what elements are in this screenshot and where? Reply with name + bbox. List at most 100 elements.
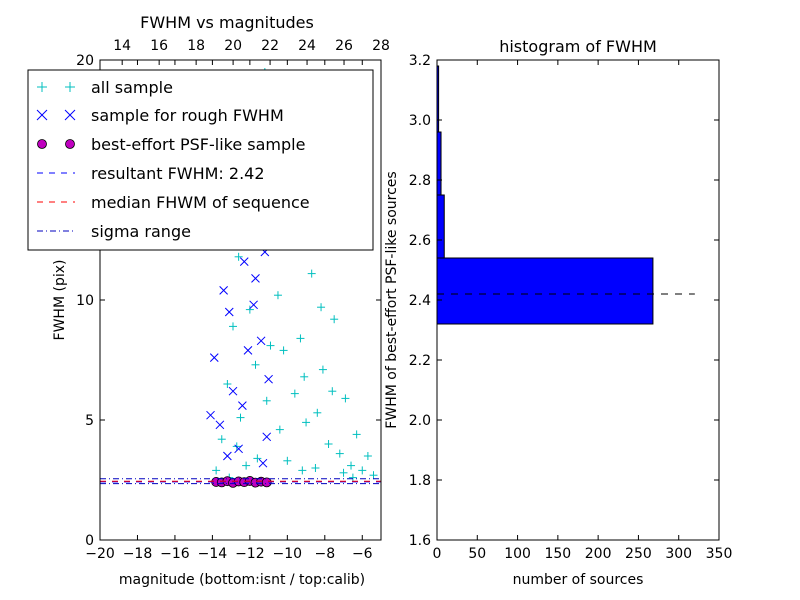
tick-label: 3.2 bbox=[409, 53, 431, 69]
histogram-bar bbox=[436, 194, 445, 259]
scatter-point bbox=[369, 471, 378, 480]
tick-label: −8 bbox=[314, 546, 335, 562]
scatter-point bbox=[348, 473, 357, 482]
histogram-panel: 0 50 100 150 200 250 300 350 1.6 1.8 2.0 2.2 2.4 2.6… bbox=[384, 37, 732, 588]
scatter-point bbox=[249, 300, 258, 310]
scatter-point bbox=[251, 360, 260, 369]
scatter-title: FWHM vs magnitudes bbox=[140, 13, 314, 32]
tick-label: 0 bbox=[85, 533, 94, 549]
tick-label: −14 bbox=[198, 546, 228, 562]
scatter-point bbox=[266, 341, 275, 350]
tick-label: −10 bbox=[273, 546, 303, 562]
legend-label: median FHWM of sequence bbox=[91, 193, 310, 212]
scatter-point bbox=[358, 466, 367, 475]
scatter-point bbox=[307, 269, 316, 278]
legend-item-rough-sample: sample for rough FWHM bbox=[36, 106, 284, 125]
scatter-y-label: FWHM (pix) bbox=[52, 260, 68, 341]
scatter-point bbox=[352, 430, 361, 439]
legend-label: sigma range bbox=[91, 222, 191, 241]
legend-label: sample for rough FWHM bbox=[91, 106, 284, 125]
tick-label: 2.2 bbox=[409, 353, 431, 369]
tick-label: 10 bbox=[76, 293, 94, 309]
scatter-point bbox=[339, 468, 348, 477]
tick-label: 3.0 bbox=[409, 113, 431, 129]
tick-label: 20 bbox=[76, 53, 94, 69]
scatter-point bbox=[236, 413, 245, 422]
scatter-point bbox=[206, 410, 215, 420]
scatter-point bbox=[258, 458, 268, 468]
tick-label: 0 bbox=[433, 546, 442, 562]
tick-label: 16 bbox=[150, 38, 168, 54]
scatter-point bbox=[275, 425, 284, 434]
scatter-point bbox=[219, 286, 228, 295]
tick-label: 1.6 bbox=[409, 533, 431, 549]
tick-label: 250 bbox=[625, 546, 652, 562]
legend-marker-circle bbox=[37, 139, 47, 149]
tick-label: 150 bbox=[544, 546, 571, 562]
tick-label: 50 bbox=[468, 546, 486, 562]
scatter-point bbox=[212, 466, 221, 475]
legend-label: best-effort PSF-like sample bbox=[91, 135, 305, 154]
scatter-point bbox=[283, 456, 292, 465]
scatter-point bbox=[290, 389, 299, 398]
scatter-point bbox=[262, 396, 271, 405]
tick-label: 2.4 bbox=[409, 293, 431, 309]
tick-label: 2.0 bbox=[409, 413, 431, 429]
scatter-panel: −20 −18 −16 −14 −12 −10 −8 −6 0 5 10 20 14 16 18 20 22… bbox=[27, 13, 390, 588]
tick-label: 2.8 bbox=[409, 173, 431, 189]
scatter-point bbox=[238, 401, 247, 410]
legend-item-resultant-fwhm: resultant FWHM: 2.42 bbox=[37, 164, 265, 183]
tick-label: 20 bbox=[224, 38, 242, 54]
scatter-point bbox=[217, 435, 226, 444]
scatter-point bbox=[223, 451, 232, 461]
scatter-point bbox=[229, 322, 238, 331]
tick-label: 5 bbox=[85, 413, 94, 429]
scatter-point bbox=[262, 432, 272, 442]
histogram-title: histogram of FWHM bbox=[499, 37, 657, 56]
tick-label: −20 bbox=[85, 546, 115, 562]
tick-label: 350 bbox=[706, 546, 733, 562]
tick-label: 24 bbox=[298, 38, 316, 54]
scatter-point bbox=[234, 444, 243, 454]
scatter-point bbox=[228, 386, 238, 396]
scatter-y-ticks: 0 5 10 20 bbox=[76, 53, 381, 549]
tick-label: 26 bbox=[335, 38, 353, 54]
legend-marker-x bbox=[36, 109, 76, 121]
tick-label: −16 bbox=[160, 546, 190, 562]
scatter-point bbox=[313, 408, 322, 417]
scatter-point bbox=[253, 454, 262, 463]
tick-label: −12 bbox=[235, 546, 265, 562]
legend-item-psf-sample: best-effort PSF-like sample bbox=[37, 135, 305, 154]
scatter-point bbox=[256, 336, 266, 346]
scatter-point bbox=[242, 461, 251, 470]
legend-item-all-sample: all sample bbox=[37, 78, 173, 97]
scatter-point bbox=[300, 372, 309, 381]
histogram-y-label: FWHM of best-effort PSF-like sources bbox=[384, 171, 400, 428]
scatter-point bbox=[363, 452, 372, 460]
tick-label: 22 bbox=[261, 38, 279, 54]
scatter-point bbox=[243, 346, 253, 355]
legend-marker-circle bbox=[65, 139, 75, 149]
histogram-bar bbox=[436, 131, 442, 196]
scatter-point bbox=[311, 464, 320, 472]
scatter-point bbox=[296, 334, 305, 343]
scatter-point bbox=[239, 257, 249, 266]
tick-label: 28 bbox=[372, 38, 390, 54]
histogram-bar bbox=[436, 257, 654, 325]
scatter-point bbox=[328, 387, 337, 396]
scatter-point bbox=[279, 346, 288, 355]
tick-label: 18 bbox=[187, 38, 205, 54]
histogram-bars bbox=[436, 65, 654, 325]
histogram-y-ticks: 1.6 1.8 2.0 2.2 2.4 2.6 2.8 3.0 3.2 bbox=[409, 53, 719, 549]
histogram-x-ticks: 0 50 100 150 200 250 300 350 bbox=[433, 60, 733, 562]
legend-marker-plus bbox=[37, 82, 75, 92]
histogram-x-label: number of sources bbox=[513, 572, 644, 588]
tick-label: 2.6 bbox=[409, 233, 431, 249]
scatter-point bbox=[224, 307, 234, 317]
scatter-x-label: magnitude (bottom:isnt / top:calib) bbox=[119, 572, 365, 588]
scatter-x-ticks: −20 −18 −16 −14 −12 −10 −8 −6 bbox=[85, 60, 373, 562]
scatter-point bbox=[223, 380, 232, 388]
tick-label: 300 bbox=[665, 546, 692, 562]
scatter-point bbox=[245, 305, 254, 314]
legend-item-sigma-range: sigma range bbox=[37, 222, 191, 241]
